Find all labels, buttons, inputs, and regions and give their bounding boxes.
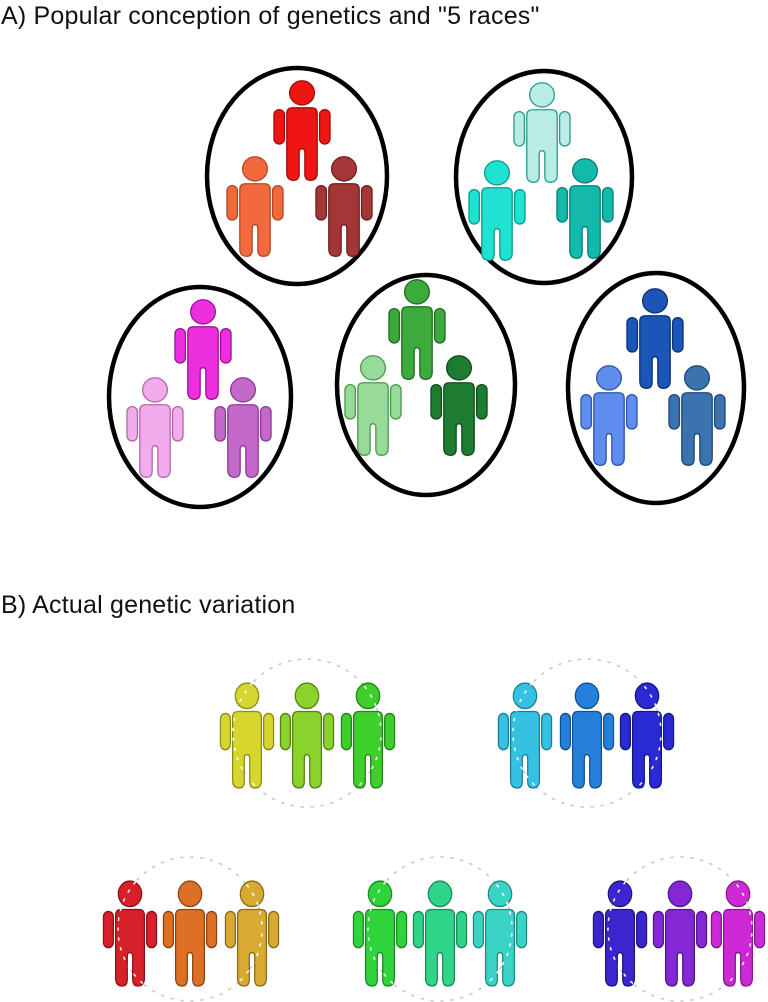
person-icon <box>626 288 684 389</box>
person-icon <box>468 160 526 261</box>
race-cluster-blue <box>565 270 747 506</box>
gradient-group-blue-to-magenta <box>592 856 766 1002</box>
person-icon <box>214 377 272 478</box>
person-icon <box>513 82 571 183</box>
person-icon <box>472 880 528 987</box>
person-icon <box>559 682 615 789</box>
person-icon <box>497 682 553 789</box>
person-icon <box>580 365 638 466</box>
person-icon <box>412 880 468 987</box>
person-icon <box>315 156 373 257</box>
gradient-group-red-to-gold <box>102 856 280 1002</box>
race-cluster-green <box>334 272 518 498</box>
person-icon <box>710 880 766 987</box>
person-icon <box>340 682 396 789</box>
person-icon <box>126 377 184 478</box>
dotted-circle-overlay <box>607 856 753 1002</box>
person-icon <box>162 880 218 987</box>
person-icon <box>388 279 446 380</box>
person-icon <box>652 880 708 987</box>
person-icon <box>668 365 726 466</box>
person-icon <box>619 682 675 789</box>
gradient-group-yellow-to-green <box>219 658 396 808</box>
person-icon <box>592 880 648 987</box>
dotted-circle-overlay <box>367 856 513 1002</box>
person-icon <box>430 355 488 456</box>
race-cluster-cyan <box>453 68 635 286</box>
person-icon <box>344 355 402 456</box>
dotted-circle-overlay <box>512 658 662 808</box>
person-icon <box>102 880 158 987</box>
gradient-group-cyan-to-blue <box>497 658 675 808</box>
person-icon <box>279 682 335 789</box>
dotted-circle-overlay <box>232 658 382 808</box>
dotted-circle-overlay <box>117 856 263 1002</box>
person-icon <box>352 880 408 987</box>
person-icon <box>273 80 331 181</box>
person-icon <box>226 156 284 257</box>
panel-b-title: B) Actual genetic variation <box>1 591 296 619</box>
person-icon <box>556 158 614 259</box>
person-icon <box>174 299 232 400</box>
gradient-group-green-to-teal <box>352 856 528 1002</box>
person-icon <box>219 682 275 789</box>
panel-a-title: A) Popular conception of genetics and "5… <box>1 2 540 30</box>
race-cluster-red <box>204 65 390 287</box>
person-icon <box>224 880 280 987</box>
race-cluster-pink <box>106 284 294 510</box>
